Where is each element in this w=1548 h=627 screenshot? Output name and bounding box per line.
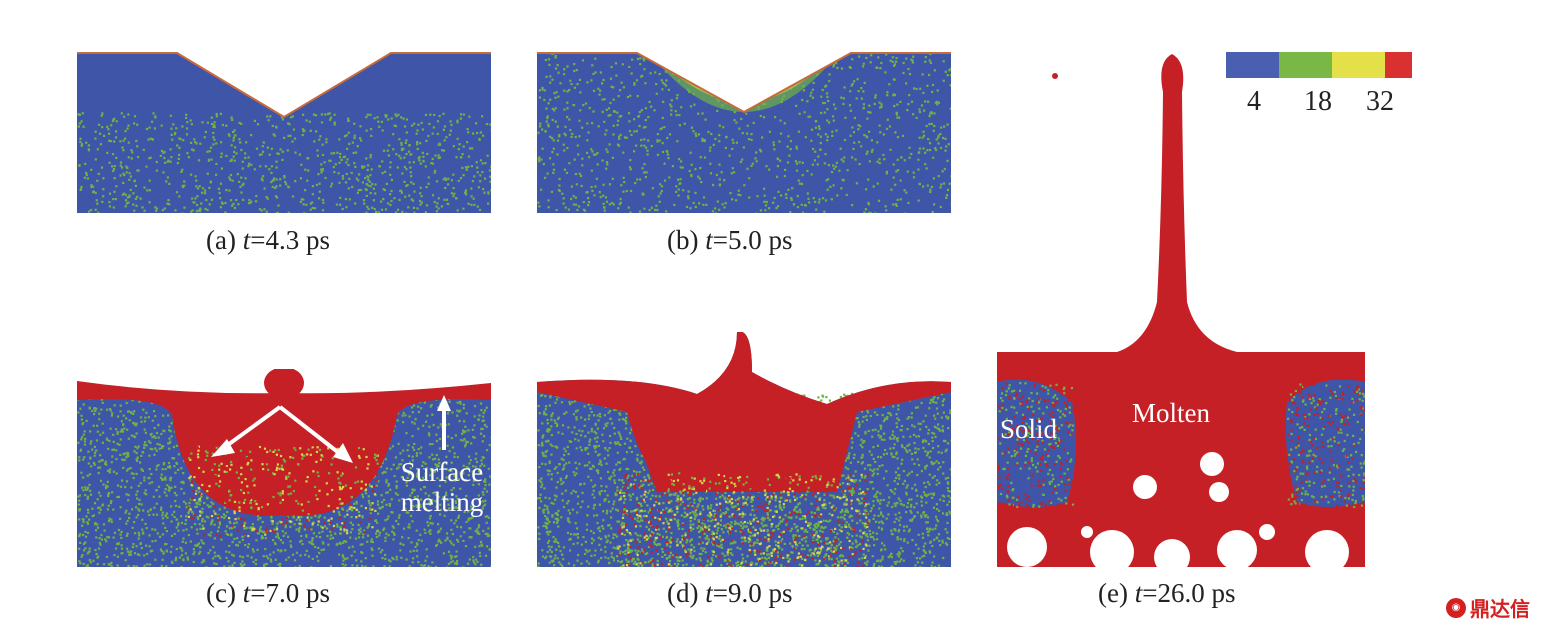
caption-d: (d) t=9.0 ps (667, 578, 793, 608)
surface-label-line1: Surface (400, 457, 484, 487)
colorbar-tick: 4 (1247, 86, 1261, 117)
surface-label-line2: melting (400, 487, 484, 517)
logo-mark-icon: ◉ (1446, 597, 1466, 618)
colorbar (1226, 52, 1412, 78)
panel-a (77, 52, 491, 213)
colorbar-segment (1279, 52, 1333, 78)
watermark-text: 鼎达信 (1470, 597, 1530, 621)
solid-label: Solid (1000, 414, 1058, 444)
caption-e: (e) t=26.0 ps (1098, 578, 1236, 608)
colorbar-tick: 32 (1366, 86, 1394, 117)
colorbar-segment (1385, 52, 1412, 78)
caption-b: (b) t=5.0 ps (667, 225, 793, 255)
caption-c: (c) t=7.0 ps (206, 578, 330, 608)
caption-a: (a) t=4.3 ps (206, 225, 330, 255)
colorbar-segment (1226, 52, 1280, 78)
panel-d (537, 332, 951, 567)
molten-label: Molten (1132, 398, 1210, 428)
colorbar-tick: 18 (1304, 86, 1332, 117)
panel-e: Solid Molten (997, 52, 1365, 567)
surface-melting-label: Surface melting (382, 457, 502, 517)
panel-c: Surface melting (77, 365, 491, 567)
panel-b (537, 52, 951, 213)
watermark-logo: ◉ 鼎达信 (1446, 593, 1530, 622)
colorbar-segment (1332, 52, 1386, 78)
